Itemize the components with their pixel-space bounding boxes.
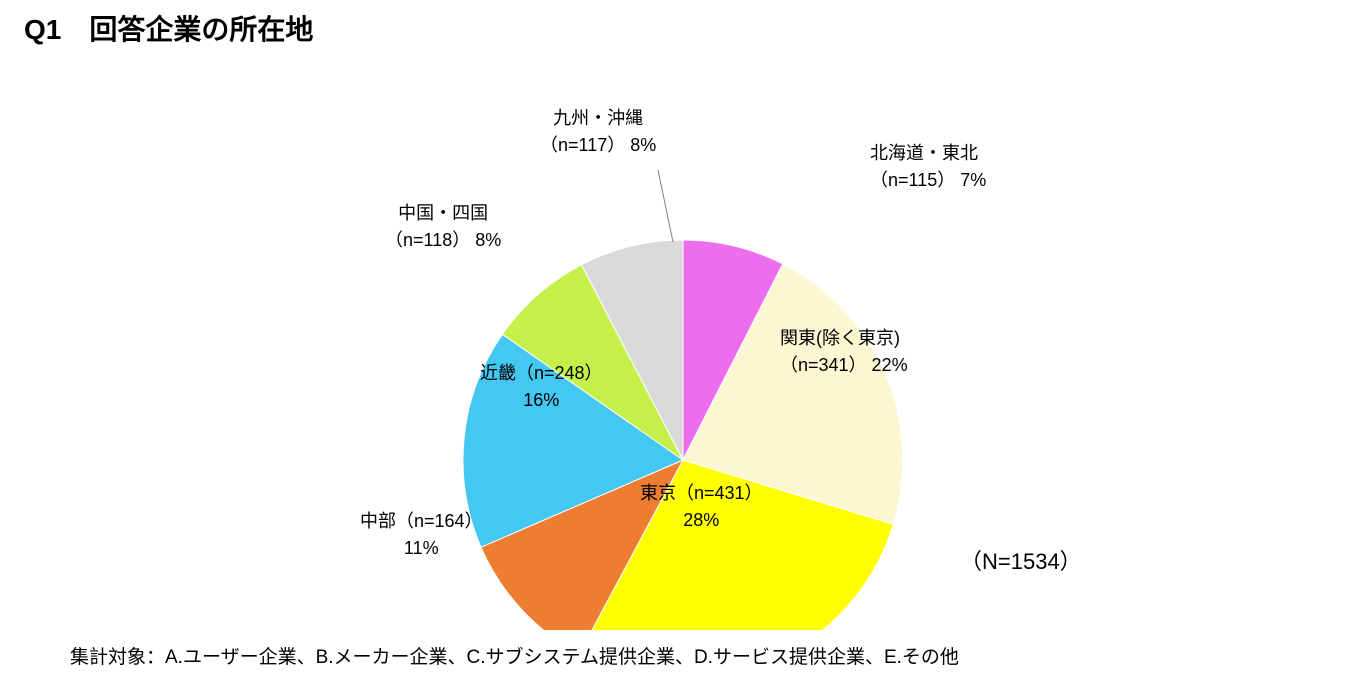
slice-label-line2: 16% bbox=[523, 390, 559, 410]
slice-label-line1: 関東(除く東京) bbox=[780, 328, 900, 348]
slice-label-line1: 中国・四国 bbox=[398, 203, 488, 223]
slice-label-line2: 11% bbox=[404, 538, 439, 558]
slice-label-line2: 28% bbox=[683, 510, 719, 530]
slice-label: 北海道・東北 （n=115） 7% bbox=[870, 140, 986, 194]
slice-label-line2: （n=341） 22% bbox=[780, 355, 908, 375]
slice-label: 近畿（n=248） 16% bbox=[480, 360, 603, 414]
slice-label-line1: 北海道・東北 bbox=[870, 143, 978, 163]
chart-title: Q1 回答企業の所在地 bbox=[24, 8, 313, 48]
slice-label-line1: 東京（n=431） bbox=[640, 483, 763, 503]
slice-label-line2: （n=115） 7% bbox=[870, 170, 986, 190]
slice-label-line1: 九州・沖縄 bbox=[553, 108, 643, 128]
footnote: 集計対象：A.ユーザー企業、B.メーカー企業、C.サブシステム提供企業、D.サー… bbox=[70, 642, 959, 669]
slice-label: 中部（n=164） 11% bbox=[360, 508, 483, 562]
leader-line bbox=[658, 170, 673, 242]
total-n-label: （N=1534） bbox=[960, 544, 1082, 576]
slice-label-line1: 中部（n=164） bbox=[360, 511, 483, 531]
slice-label: 東京（n=431） 28% bbox=[640, 480, 763, 534]
slice-label-line1: 近畿（n=248） bbox=[480, 363, 603, 383]
slice-label-line2: （n=118） 8% bbox=[385, 230, 501, 250]
slice-label: 九州・沖縄 （n=117） 8% bbox=[540, 105, 656, 159]
slice-label-line2: （n=117） 8% bbox=[540, 135, 656, 155]
slice-label: 関東(除く東京) （n=341） 22% bbox=[780, 325, 908, 379]
pie-chart: 北海道・東北 （n=115） 7% 関東(除く東京) （n=341） 22% 東京（n=… bbox=[0, 70, 1352, 630]
pie-svg bbox=[0, 70, 1352, 630]
slice-label: 中国・四国 （n=118） 8% bbox=[385, 200, 501, 254]
